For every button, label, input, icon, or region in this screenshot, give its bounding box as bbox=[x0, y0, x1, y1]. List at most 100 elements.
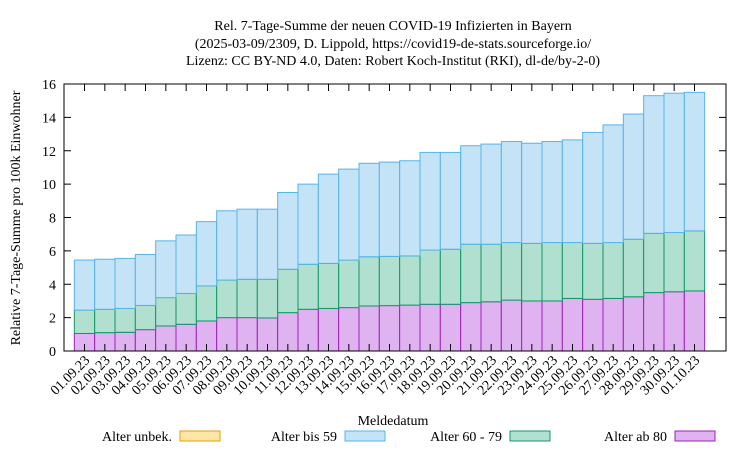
bar-alter-60-79-28 bbox=[643, 232, 665, 294]
bar-alter-60-79-0 bbox=[73, 309, 96, 334]
chart-title: Rel. 7-Tage-Summe der neuen COVID-19 Inf… bbox=[186, 19, 600, 69]
bar-alter-ab-80-26 bbox=[602, 297, 624, 352]
bar-alter-60-79-6 bbox=[195, 285, 218, 322]
y-tick-label: 12 bbox=[42, 145, 56, 160]
bar-alter-ab-80-24 bbox=[561, 297, 584, 352]
bar-alter-60-79-8 bbox=[236, 278, 258, 319]
y-axis-label: Relative 7-Tage-Summe pro 100k Einwohner bbox=[9, 90, 24, 345]
bar-alter-bis-59-24 bbox=[561, 139, 584, 244]
bar-alter-ab-80-30 bbox=[683, 290, 706, 352]
y-tick-label: 2 bbox=[49, 312, 56, 327]
bar-alter-60-79-7 bbox=[216, 279, 238, 319]
bar-alter-60-79-30 bbox=[683, 230, 706, 292]
bar-alter-ab-80-25 bbox=[582, 298, 604, 352]
bar-alter-60-79-20 bbox=[480, 243, 502, 303]
legend-swatch-alter-ab-80 bbox=[674, 430, 716, 442]
bar-alter-bis-59-7 bbox=[216, 210, 238, 281]
bar-alter-bis-59-15 bbox=[378, 161, 401, 257]
bar-alter-bis-59-12 bbox=[317, 173, 340, 264]
bar-alter-60-79-14 bbox=[358, 256, 380, 307]
bar-alter-ab-80-20 bbox=[480, 301, 502, 352]
bar-alter-ab-80-19 bbox=[460, 302, 482, 352]
bar-alter-ab-80-18 bbox=[439, 303, 462, 352]
bar-alter-bis-59-28 bbox=[643, 95, 665, 234]
chart-title-line-2: (2025-03-09/2309, D. Lippold, https://co… bbox=[195, 37, 591, 52]
bar-alter-bis-59-30 bbox=[683, 91, 706, 232]
bar-alter-ab-80-21 bbox=[500, 299, 523, 352]
bar-alter-60-79-1 bbox=[94, 308, 116, 334]
bar-alter-60-79-17 bbox=[419, 249, 441, 305]
bar-alter-bis-59-21 bbox=[500, 141, 523, 244]
bar-alter-60-79-29 bbox=[663, 232, 685, 293]
bar-alter-ab-80-28 bbox=[643, 292, 665, 352]
bar-alter-60-79-12 bbox=[317, 262, 340, 309]
bar-alter-ab-80-23 bbox=[541, 300, 563, 352]
bar-alter-60-79-24 bbox=[561, 242, 584, 299]
y-tick-label: 14 bbox=[42, 111, 56, 126]
bar-alter-60-79-2 bbox=[114, 307, 136, 333]
bar-alter-bis-59-8 bbox=[236, 208, 258, 280]
legend-swatch-alter-bis-59 bbox=[344, 430, 386, 442]
legend-label-alter-unbek: Alter unbek. bbox=[102, 430, 172, 445]
bar-alter-60-79-19 bbox=[460, 243, 482, 304]
bar-alter-60-79-4 bbox=[155, 297, 177, 327]
bar-alter-bis-59-16 bbox=[399, 160, 421, 257]
bar-alter-ab-80-29 bbox=[663, 291, 685, 352]
legend-swatch-alter-60-79 bbox=[509, 430, 551, 442]
bar-alter-60-79-26 bbox=[602, 242, 624, 299]
y-axis-ticks: 0 2 4 6 8 10 12 14 16 bbox=[42, 78, 726, 360]
x-axis-label: Meldedatum bbox=[358, 414, 429, 429]
bar-alter-60-79-25 bbox=[582, 242, 604, 300]
bar-alter-bis-59-23 bbox=[541, 141, 563, 244]
bar-alter-bis-59-4 bbox=[155, 240, 177, 299]
bar-alter-bis-59-26 bbox=[602, 124, 624, 244]
legend-label-alter-bis-59: Alter bis 59 bbox=[271, 430, 337, 445]
bar-alter-bis-59-11 bbox=[297, 183, 319, 265]
bar-alter-60-79-18 bbox=[439, 248, 462, 305]
bar-alter-bis-59-3 bbox=[134, 254, 157, 306]
bar-alter-60-79-13 bbox=[338, 259, 360, 309]
bar-alter-bis-59-14 bbox=[358, 162, 380, 258]
bar-alter-60-79-27 bbox=[622, 238, 645, 298]
y-tick-label: 6 bbox=[49, 245, 56, 260]
bar-alter-60-79-11 bbox=[297, 263, 319, 310]
bar-alter-60-79-23 bbox=[541, 242, 563, 302]
bar-alter-ab-80-27 bbox=[622, 296, 645, 352]
legend-label-alter-60-79: Alter 60 - 79 bbox=[430, 430, 502, 445]
bar-alter-bis-59-27 bbox=[622, 113, 645, 240]
bar-alter-bis-59-9 bbox=[256, 208, 279, 280]
legend-label-alter-ab-80: Alter ab 80 bbox=[604, 430, 667, 445]
bar-area bbox=[73, 91, 706, 352]
bar-alter-60-79-15 bbox=[378, 255, 401, 307]
bar-alter-60-79-3 bbox=[134, 304, 157, 331]
bar-alter-60-79-16 bbox=[399, 255, 421, 306]
bar-alter-bis-59-20 bbox=[480, 143, 502, 245]
bar-alter-bis-59-0 bbox=[73, 259, 96, 311]
bar-alter-60-79-9 bbox=[256, 278, 279, 319]
bar-alter-ab-80-22 bbox=[521, 300, 543, 352]
bar-alter-60-79-21 bbox=[500, 242, 523, 301]
bar-alter-bis-59-19 bbox=[460, 145, 482, 245]
bar-alter-60-79-10 bbox=[277, 268, 299, 314]
legend: Alter unbek. Alter bis 59 Alter 60 - 79 Alt… bbox=[102, 430, 716, 445]
bar-alter-bis-59-2 bbox=[114, 257, 136, 309]
bar-alter-60-79-22 bbox=[521, 242, 543, 302]
bar-alter-bis-59-10 bbox=[277, 191, 299, 270]
chart-title-line-3: Lizenz: CC BY-ND 4.0, Daten: Robert Koch… bbox=[186, 54, 600, 69]
y-tick-label: 10 bbox=[42, 178, 56, 193]
bar-alter-bis-59-22 bbox=[521, 142, 543, 244]
bar-alter-bis-59-25 bbox=[582, 131, 604, 244]
y-tick-label: 4 bbox=[49, 278, 56, 293]
legend-swatch-alter-unbek bbox=[179, 430, 221, 442]
bar-alter-bis-59-5 bbox=[175, 234, 197, 294]
bar-alter-ab-80-17 bbox=[419, 303, 441, 352]
bar-alter-60-79-5 bbox=[175, 292, 197, 325]
bar-alter-bis-59-6 bbox=[195, 221, 218, 287]
bar-alter-bis-59-29 bbox=[663, 92, 685, 234]
chart-title-line-1: Rel. 7-Tage-Summe der neuen COVID-19 Inf… bbox=[214, 19, 571, 34]
y-tick-label: 0 bbox=[49, 345, 56, 360]
x-axis-ticks: 01.09.2302.09.2303.09.2304.09.2305.09.23… bbox=[48, 84, 703, 398]
bar-alter-bis-59-1 bbox=[94, 258, 116, 310]
y-tick-label: 8 bbox=[49, 212, 56, 227]
